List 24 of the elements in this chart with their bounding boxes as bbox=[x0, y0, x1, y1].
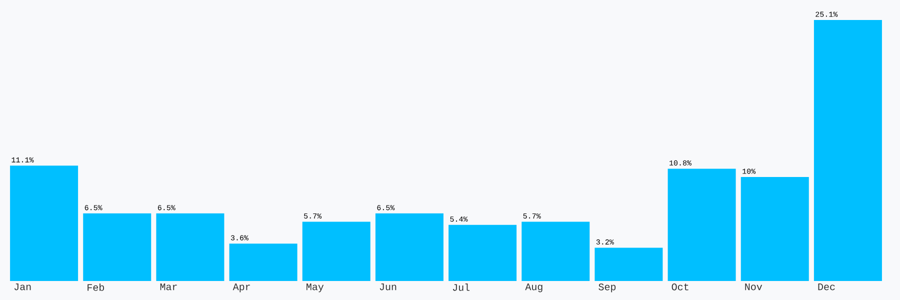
bar bbox=[522, 222, 590, 281]
bar bbox=[668, 168, 736, 281]
x-tick-label: Aug bbox=[525, 284, 542, 292]
x-tick-label: Jun bbox=[380, 284, 396, 290]
x-tick-label: Apr bbox=[232, 284, 250, 292]
x-tick-label: Feb bbox=[88, 284, 104, 291]
x-tick-label: Jul bbox=[452, 284, 470, 291]
x-tick-label: Oct bbox=[672, 284, 688, 290]
bar bbox=[229, 244, 298, 281]
bar bbox=[375, 213, 444, 281]
x-tick-label: Mar bbox=[160, 284, 177, 290]
x-tick-label: Dec bbox=[818, 284, 835, 290]
bar bbox=[594, 248, 663, 281]
bar bbox=[740, 177, 809, 281]
bar bbox=[83, 213, 152, 281]
bar bbox=[448, 224, 517, 281]
x-tick-label: May bbox=[306, 284, 324, 292]
x-tick-label: Nov bbox=[745, 284, 762, 290]
bar bbox=[814, 20, 882, 281]
x-tick-label: Sep bbox=[598, 284, 616, 292]
bar bbox=[156, 213, 224, 281]
x-tick-label: Jan bbox=[14, 284, 31, 290]
bar bbox=[302, 222, 370, 281]
bar bbox=[10, 166, 78, 281]
